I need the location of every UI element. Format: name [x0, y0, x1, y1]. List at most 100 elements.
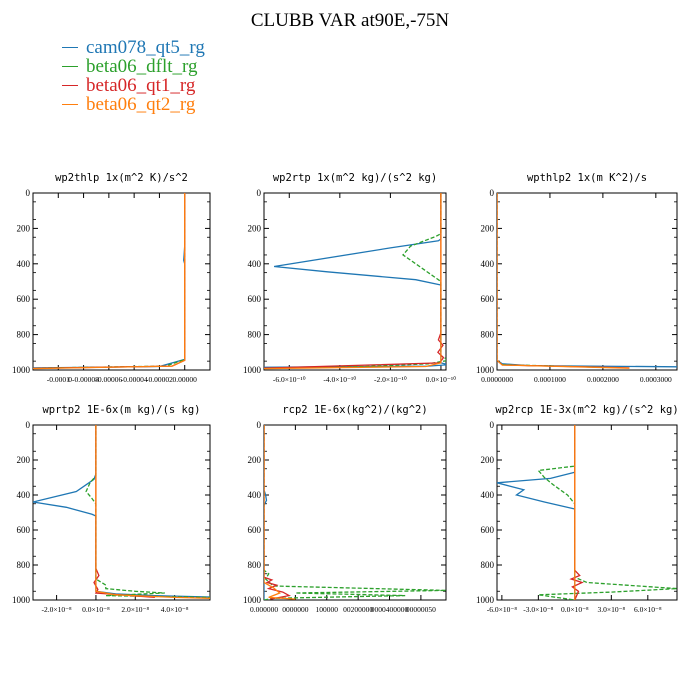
- series-line: [497, 193, 603, 368]
- x-tick-label: 0.0×10⁻⁸: [82, 605, 110, 614]
- y-tick-label: 800: [481, 560, 495, 570]
- plot-frame: [32, 192, 211, 371]
- y-tick-label: 400: [481, 259, 495, 269]
- y-tick-label: 600: [17, 294, 31, 304]
- series-line: [95, 425, 210, 599]
- y-tick-label: 1000: [12, 595, 31, 605]
- y-tick-label: 1000: [243, 595, 262, 605]
- x-tick-label: -6.0×10⁻¹⁰: [273, 375, 306, 384]
- y-tick-label: 600: [481, 294, 495, 304]
- series-line: [264, 193, 442, 370]
- series-line: [264, 193, 446, 368]
- y-tick-label: 800: [17, 330, 31, 340]
- y-tick-label: 200: [17, 223, 31, 233]
- x-tick-label: 0-0.00008: [68, 375, 99, 384]
- legend-label: beta06_qt2_rg: [86, 94, 196, 115]
- y-tick-label: 1000: [476, 595, 495, 605]
- legend-item: beta06_qt2_rg: [62, 95, 205, 114]
- series-line: [497, 193, 630, 369]
- x-tick-label: -0.00006: [95, 375, 122, 384]
- x-tick-label: 0.0001000: [534, 375, 566, 384]
- y-tick-label: 200: [248, 223, 262, 233]
- panel-title: wp2rcp 1E-3x(m^2 kg)/(s^2 kg): [495, 404, 678, 416]
- y-tick-label: 400: [17, 490, 31, 500]
- y-tick-label: 600: [481, 525, 495, 535]
- y-tick-label: 0: [26, 420, 31, 430]
- y-tick-label: 800: [481, 330, 495, 340]
- legend: cam078_qt5_rg beta06_dflt_rg beta06_qt1_…: [62, 38, 205, 114]
- y-tick-label: 0: [490, 188, 495, 198]
- x-tick-label: 100000: [316, 605, 339, 614]
- y-tick-label: 1000: [476, 365, 495, 375]
- x-tick-label: 0000000: [282, 605, 309, 614]
- y-tick-label: 200: [248, 455, 262, 465]
- series-line: [264, 425, 291, 600]
- x-tick-label: 0.0×10⁻⁸: [561, 605, 589, 614]
- plot-frame: [263, 424, 447, 601]
- legend-swatch: [62, 65, 78, 68]
- y-tick-label: 800: [17, 560, 31, 570]
- panel-title: wp2thlp 1x(m^2 K)/s^2: [55, 172, 188, 184]
- x-tick-label: 0.0003000: [640, 375, 672, 384]
- legend-swatch: [62, 103, 78, 106]
- series-line: [264, 193, 445, 369]
- y-tick-label: 400: [248, 490, 262, 500]
- x-tick-label: 6.0×10⁻⁸: [634, 605, 662, 614]
- panel-title: wp2rtp 1x(m^2 kg)/(s^2 kg): [273, 172, 437, 184]
- series-line: [264, 193, 446, 369]
- series-line: [569, 425, 584, 600]
- x-tick-label: -0.00004: [121, 375, 148, 384]
- x-tick-label: -2.0×10⁻⁸: [42, 605, 73, 614]
- y-tick-label: 800: [248, 330, 262, 340]
- series-line: [264, 425, 446, 600]
- y-tick-label: 400: [481, 490, 495, 500]
- x-tick-label: 4.0×10⁻⁸: [161, 605, 189, 614]
- y-tick-label: 0: [257, 188, 262, 198]
- x-tick-label: 00200000: [343, 605, 373, 614]
- y-tick-label: 400: [17, 259, 31, 269]
- figure-title: CLUBB VAR at90E,-75N: [250, 10, 450, 31]
- panel-title: wpthlp2 1x(m K^2)/s: [527, 172, 647, 184]
- x-tick-label: -0.0001: [47, 375, 70, 384]
- x-tick-label: 0000400000: [371, 605, 409, 614]
- x-tick-label: 0.0000000: [481, 375, 513, 384]
- chart-panel: rcp2 1E-6x(kg^2)/(kg^2) 0 200 400 600 800 1000…: [243, 404, 447, 614]
- legend-label: beta06_dflt_rg: [86, 56, 198, 77]
- series-line: [85, 425, 210, 599]
- x-tick-label: -2.0×10⁻¹⁰: [374, 375, 407, 384]
- series-line: [497, 425, 576, 600]
- legend-swatch: [62, 84, 78, 87]
- plot-frame: [496, 192, 678, 371]
- x-tick-label: -0.00002: [146, 375, 173, 384]
- series-line: [33, 193, 186, 370]
- series-line: [264, 425, 296, 600]
- series-line: [33, 425, 210, 598]
- x-tick-label: 0.0×10⁻¹⁰: [426, 375, 456, 384]
- x-tick-label: 0.0002000: [587, 375, 619, 384]
- x-tick-label: 00000050: [406, 605, 436, 614]
- y-tick-label: 200: [17, 455, 31, 465]
- chart-panel: wpthlp2 1x(m K^2)/s020040060080010000.00…: [476, 172, 678, 384]
- y-tick-label: 600: [17, 525, 31, 535]
- chart-panel: wp2rcp 1E-3x(m^2 kg)/(s^2 kg)0 200 400 600 8…: [476, 404, 679, 614]
- series-line: [33, 193, 186, 369]
- legend-item: beta06_qt1_rg: [62, 76, 205, 95]
- x-tick-label: 0.000000: [250, 605, 278, 614]
- chart-panel: wprtp2 1E-6x(m kg)/(s kg) 0 200 400 600 800 10…: [12, 404, 211, 614]
- series-line: [33, 193, 186, 369]
- y-tick-label: 1000: [243, 365, 262, 375]
- y-tick-label: 600: [248, 525, 262, 535]
- series-line: [497, 193, 677, 368]
- series-line: [537, 425, 677, 600]
- chart-panel: wp2thlp 1x(m^2 K)/s^2 0 200 400 600 800 1000 -0…: [12, 172, 211, 384]
- chart-panel: wp2rtp 1x(m^2 kg)/(s^2 kg) 0 200 400 600 800 1…: [243, 172, 456, 384]
- x-tick-label: -3.0×10⁻⁸: [523, 605, 554, 614]
- series-line: [93, 425, 155, 599]
- x-tick-label: -6.0×10⁻⁸: [487, 605, 518, 614]
- series-line: [497, 193, 630, 369]
- y-tick-label: 200: [481, 455, 495, 465]
- legend-item: cam078_qt5_rg: [62, 38, 205, 57]
- y-tick-label: 0: [490, 420, 495, 430]
- panel-title: wprtp2 1E-6x(m kg)/(s kg): [42, 404, 200, 416]
